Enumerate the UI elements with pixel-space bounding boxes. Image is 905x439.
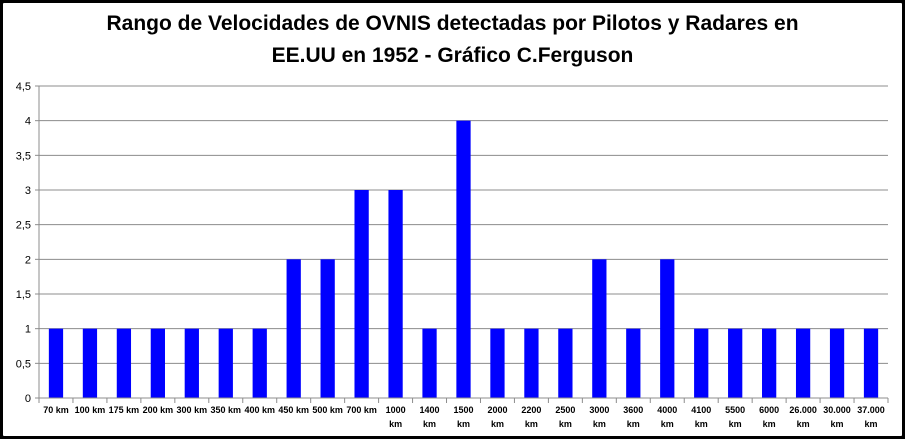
- chart-title-line-2: EE.UU en 1952 - Gráfico C.Ferguson: [271, 44, 634, 67]
- x-tick-label: 100 km: [75, 405, 106, 415]
- x-tick-label: 175 km: [109, 405, 140, 415]
- bar: [150, 328, 165, 398]
- bar: [592, 259, 607, 398]
- x-tick-label: 1400 km: [420, 405, 440, 429]
- y-tick-label: 0,5: [16, 358, 31, 370]
- x-tick-label: 1500 km: [453, 405, 473, 429]
- x-tick-label: 2000 km: [487, 405, 507, 429]
- y-tick-label: 4: [25, 116, 31, 128]
- bar: [829, 328, 845, 398]
- bar: [762, 328, 777, 398]
- y-tick-label: 3: [25, 185, 31, 197]
- chart-title: Rango de Velocidades de OVNIS detectadas…: [0, 8, 905, 72]
- x-axis-tick-labels: 70 km 100 km 175 km 200 km 300 km 350 km 400 k…: [43, 405, 885, 429]
- bar: [354, 190, 369, 398]
- x-tick-label: 5500 km: [725, 405, 745, 429]
- bar: [388, 190, 403, 398]
- x-tick-label: 350 km: [211, 405, 242, 415]
- bar: [116, 328, 132, 398]
- bar: [490, 328, 505, 398]
- y-tick-label: 3,5: [16, 150, 31, 162]
- bar: [82, 328, 98, 398]
- x-tick-label: 3000 km: [589, 405, 609, 429]
- x-tick-label: 37.000 km: [857, 405, 885, 429]
- x-tick-label: 26.000 km: [789, 405, 817, 429]
- x-tick-label: 2200 km: [521, 405, 541, 429]
- bar: [320, 259, 335, 398]
- x-tick-label: 70 km: [43, 405, 69, 415]
- x-tick-label: 6000 km: [759, 405, 779, 429]
- x-tick-label: 4100 km: [691, 405, 711, 429]
- y-tick-label: 1,5: [16, 289, 31, 301]
- y-tick-label: 0: [25, 393, 31, 405]
- x-tick-label: 300 km: [177, 405, 208, 415]
- x-tick-label: 4000 km: [657, 405, 677, 429]
- x-tick-label: 500 km: [312, 405, 343, 415]
- bar: [863, 328, 879, 398]
- x-tick-label: 700 km: [346, 405, 377, 415]
- y-tick-label: 2,5: [16, 220, 31, 232]
- chart-title-line-1: Rango de Velocidades de OVNIS detectadas…: [106, 12, 799, 35]
- axes: [35, 85, 889, 403]
- x-tick-label: 1000 km: [386, 405, 406, 429]
- x-tick-label: 400 km: [244, 405, 275, 415]
- x-tick-label: 450 km: [278, 405, 309, 415]
- bar: [218, 328, 233, 398]
- y-tick-label: 2: [25, 254, 31, 266]
- bar: [660, 259, 675, 398]
- bar: [252, 328, 267, 398]
- bar: [626, 328, 641, 398]
- bar: [524, 328, 539, 398]
- bar: [558, 328, 573, 398]
- bar: [795, 328, 811, 398]
- bar: [48, 328, 64, 398]
- bar: [456, 120, 471, 399]
- x-tick-label: 200 km: [143, 405, 174, 415]
- bar: [728, 328, 743, 398]
- y-tick-label: 4,5: [16, 81, 31, 93]
- y-tick-label: 1: [25, 324, 31, 336]
- x-tick-label: 2500 km: [555, 405, 575, 429]
- bar: [422, 328, 437, 398]
- y-axis-tick-labels: 0 0,5 1 1,5 2 2,5 3 3,5 4 4,5: [16, 81, 31, 405]
- x-tick-label: 3600 km: [623, 405, 643, 429]
- bars: [48, 120, 879, 399]
- x-tick-label: 30.000 km: [823, 405, 851, 429]
- bar: [184, 328, 199, 398]
- bar: [694, 328, 709, 398]
- bar: [286, 259, 301, 398]
